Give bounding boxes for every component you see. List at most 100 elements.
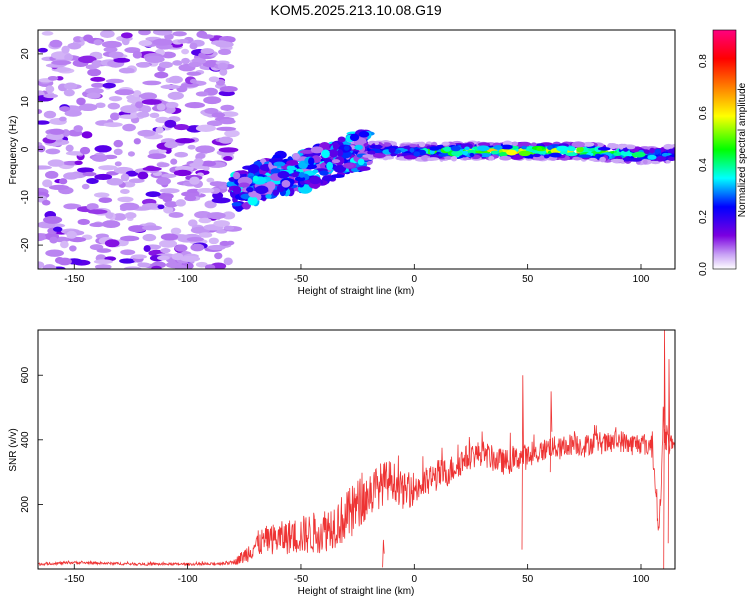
spectrogram-cell	[142, 233, 157, 242]
spectrogram-cell	[118, 67, 135, 74]
spectrogram-cell	[157, 204, 165, 210]
spectrogram-cell	[238, 182, 250, 188]
snr-x-tick-label: 100	[633, 574, 650, 585]
spectrogram-cell	[206, 177, 215, 183]
spectrogram-cell	[73, 125, 83, 133]
spectrogram-cell	[162, 196, 173, 203]
spectrogram-cell	[206, 120, 223, 127]
spectrogram-cell	[511, 141, 519, 147]
spectrogram-cell	[488, 155, 495, 161]
spectrogram-cell	[499, 155, 512, 161]
spectrogram-cell	[498, 152, 508, 157]
spectrogram-cell	[291, 171, 299, 178]
spectrogram-cell	[121, 32, 133, 39]
spectrogram-cell	[38, 145, 46, 153]
spectrogram-cell	[170, 158, 178, 165]
spectrogram-cell	[170, 227, 182, 235]
spectrogram-cell	[69, 245, 77, 252]
spectrogram-cell	[659, 156, 667, 161]
spectrogram-cell	[626, 145, 636, 150]
spectrogram-cell	[374, 144, 382, 150]
spectrogram-cell	[172, 60, 183, 66]
spectrogram-cell	[597, 147, 611, 151]
colorbar-frame	[712, 29, 737, 270]
spectrogram-cell	[125, 170, 139, 177]
spectrogram-cell	[161, 173, 177, 178]
spectrogram-cell	[104, 239, 120, 248]
spectrogram-cell	[64, 110, 82, 117]
spectrogram-cell	[114, 89, 135, 96]
spectrogram-cell	[220, 111, 239, 117]
spectrogram-cell	[109, 112, 120, 121]
spectrogram-cell	[101, 220, 121, 229]
spectrogram-cell	[42, 199, 51, 206]
spectrogram-cell	[219, 68, 228, 76]
spectrogram-cell	[181, 82, 199, 88]
spectrogram-cell	[155, 126, 164, 134]
spectrogram-cell	[273, 161, 286, 167]
spectrogram-cell	[100, 30, 115, 38]
spectrogram-x-tick-label: 50	[522, 274, 534, 285]
spectrogram-cell	[521, 145, 527, 150]
spectrogram-cell	[530, 142, 537, 147]
spectrogram-cell	[94, 145, 112, 153]
snr-x-tick-label: -100	[178, 574, 198, 585]
spectrogram-cell	[42, 179, 53, 188]
spectrogram-cell	[336, 149, 344, 157]
spectrogram-cell	[163, 206, 174, 214]
spectrogram-cell	[123, 181, 136, 188]
spectrogram-cell	[421, 155, 430, 162]
spectrogram-cell	[204, 200, 217, 209]
snr-x-tick-label: 0	[412, 574, 418, 585]
spectrogram-cell	[186, 236, 204, 242]
spectrogram-cell	[90, 76, 106, 82]
colorbar: 0.0 0.2 0.4 0.6 0.8 Normalized spectral ampl…	[698, 29, 748, 276]
spectrogram-cell	[270, 168, 281, 174]
spectrogram-cell	[308, 157, 315, 166]
spectrogram-cell	[45, 148, 61, 155]
spectrogram-cell	[164, 141, 179, 149]
snr-y-axis: 200 400 600	[20, 366, 43, 513]
spectrogram-cell	[620, 150, 631, 157]
spectrogram-cell	[132, 50, 143, 59]
spectrogram-cell	[158, 61, 173, 69]
spectrogram-cell	[663, 143, 674, 150]
snr-frame	[37, 329, 676, 570]
spectrogram-cell	[429, 146, 440, 151]
spectrogram-cell	[299, 149, 315, 154]
spectrogram-cell	[642, 159, 648, 165]
spectrogram-cell	[175, 137, 195, 144]
spectrogram-cell	[265, 194, 272, 199]
spectrogram-cell	[91, 154, 108, 162]
spectrogram-cell	[232, 185, 242, 195]
spectrogram-cell	[86, 203, 99, 211]
spectrogram-cell	[141, 225, 163, 231]
spectrogram-cell	[343, 145, 350, 151]
spectrogram-cell	[211, 112, 226, 118]
spectrogram-cell	[145, 191, 161, 198]
spectrogram-cell	[138, 40, 153, 47]
spectrogram-cell	[326, 161, 333, 171]
spectrogram-cell	[144, 55, 165, 64]
spectrogram-cell	[154, 71, 169, 79]
spectrogram-cell	[647, 154, 657, 160]
spectrogram-cell	[286, 159, 299, 166]
spectrogram-cell	[120, 249, 136, 256]
spectrogram-cell	[47, 75, 59, 81]
spectrogram-cell	[137, 129, 156, 137]
spectrogram-cell	[174, 244, 188, 252]
spectrogram-y-tick-label: -20	[20, 237, 31, 252]
spectrogram-cell	[247, 196, 258, 206]
spectrogram-cell	[58, 178, 68, 185]
spectrogram-cell	[464, 146, 470, 151]
spectrogram-cell	[571, 141, 585, 148]
spectrogram-cell	[43, 93, 59, 99]
spectrogram-cell	[91, 60, 101, 69]
spectrogram-cell	[332, 141, 339, 151]
spectrogram-cell	[106, 178, 124, 186]
spectrogram-cell	[160, 84, 180, 90]
spectrogram-cell	[213, 220, 231, 227]
snr-x-tick-label: -150	[64, 574, 84, 585]
spectrogram-cell	[441, 141, 450, 146]
spectrogram-cell	[223, 156, 233, 161]
